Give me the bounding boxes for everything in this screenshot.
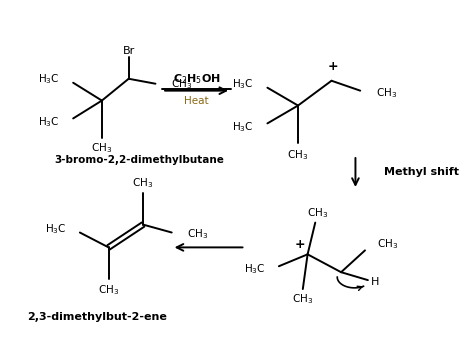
Text: H$_3$C: H$_3$C [38, 72, 60, 86]
Text: H$_3$C: H$_3$C [232, 120, 254, 134]
Text: Br: Br [123, 46, 135, 56]
Text: CH$_3$: CH$_3$ [287, 148, 309, 162]
Text: H$_3$C: H$_3$C [45, 223, 66, 236]
Text: 2,3-dimethylbut-2-ene: 2,3-dimethylbut-2-ene [27, 312, 167, 322]
Text: Methyl shift: Methyl shift [384, 167, 459, 177]
Text: CH$_3$: CH$_3$ [292, 292, 313, 306]
Text: CH$_3$: CH$_3$ [377, 237, 399, 251]
Text: CH$_3$: CH$_3$ [307, 206, 328, 219]
Text: H$_3$C: H$_3$C [232, 77, 254, 90]
Text: CH$_3$: CH$_3$ [187, 228, 208, 241]
Text: Heat: Heat [184, 96, 209, 106]
Text: CH$_3$: CH$_3$ [132, 176, 154, 190]
Text: CH$_3$: CH$_3$ [375, 86, 397, 99]
Text: +: + [295, 238, 305, 251]
Text: CH$_3$: CH$_3$ [171, 77, 192, 90]
Text: H$_3$C: H$_3$C [38, 116, 60, 129]
Text: +: + [328, 60, 339, 73]
Text: C$_2$H$_5$OH: C$_2$H$_5$OH [173, 72, 220, 86]
Text: H$_3$C: H$_3$C [244, 262, 265, 276]
Text: CH$_3$: CH$_3$ [91, 141, 112, 155]
Text: 3-bromo-2,2-dimethylbutane: 3-bromo-2,2-dimethylbutane [54, 155, 224, 165]
Text: CH$_3$: CH$_3$ [98, 283, 119, 297]
Text: H: H [371, 277, 380, 287]
